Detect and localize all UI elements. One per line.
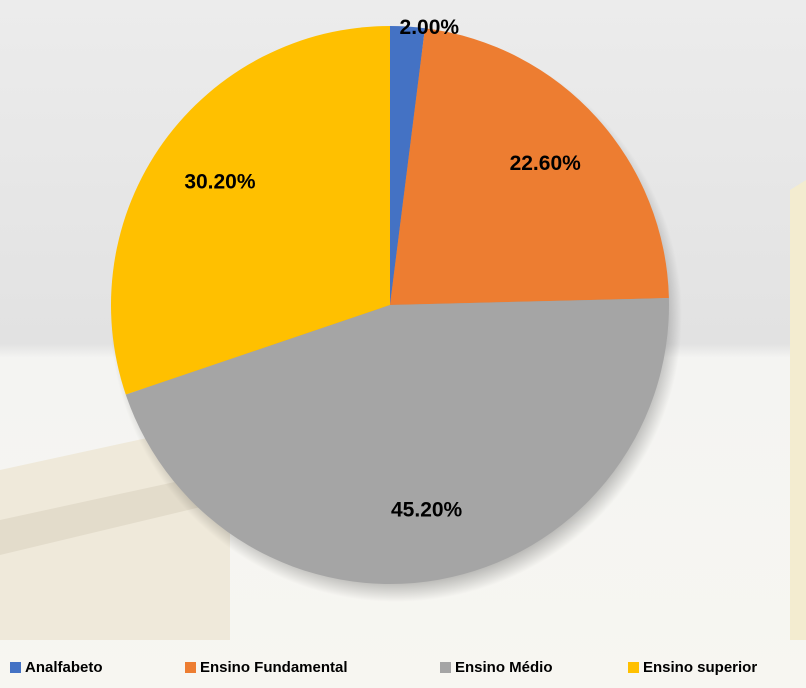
background-shape [790, 180, 806, 640]
legend: Analfabeto Ensino Fundamental Ensino Médio… [10, 659, 757, 676]
legend-label: Analfabeto [25, 659, 103, 676]
legend-swatch [440, 662, 451, 673]
legend-swatch [628, 662, 639, 673]
legend-label: Ensino Médio [455, 659, 553, 676]
pie [110, 26, 669, 584]
data-label: 45.20% [391, 499, 463, 522]
pie-slice [390, 26, 425, 305]
legend-label: Ensino superior [643, 659, 757, 676]
data-label: 30.20% [184, 171, 256, 194]
legend-swatch [10, 662, 21, 673]
legend-label: Ensino Fundamental [200, 659, 348, 676]
pie-slice [125, 297, 669, 584]
pie-slice [110, 26, 390, 395]
data-label: 2.00% [400, 16, 460, 39]
labels: 2.00% 22.60% 45.20% 30.20% [184, 16, 581, 521]
data-label: 22.60% [510, 152, 582, 175]
legend-swatch [185, 662, 196, 673]
pie-slice [390, 28, 669, 305]
